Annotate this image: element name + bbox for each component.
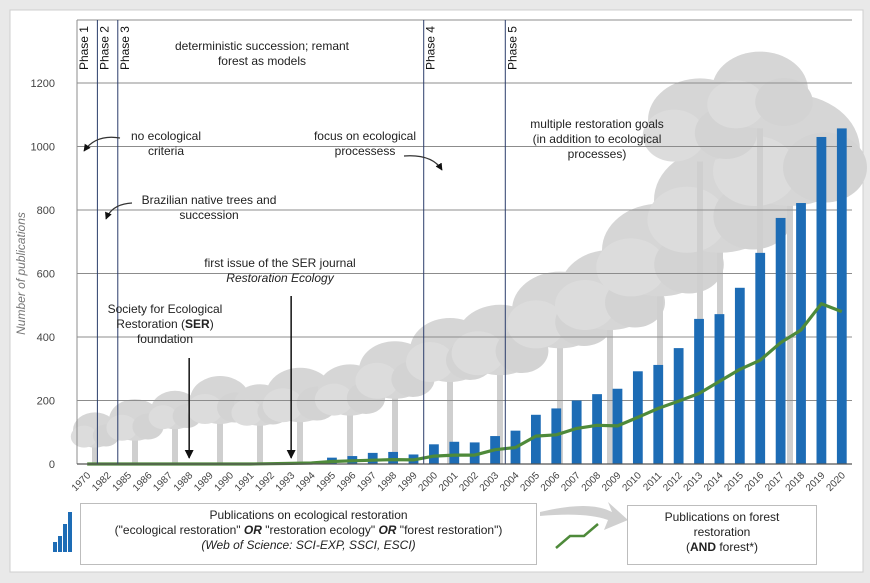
annotation-multiple: multiple restoration goals <box>530 117 663 131</box>
y-tick-label: 0 <box>49 459 55 471</box>
y-axis-label: Number of publications <box>14 212 28 335</box>
y-tick-label: 200 <box>37 396 55 408</box>
bar-chart-icon-bar <box>68 512 72 552</box>
bar <box>368 453 378 464</box>
legend-bars-query: ("ecological restoration" OR "restoratio… <box>81 523 536 538</box>
bar-chart-icon-bar <box>63 524 67 552</box>
annotation-ser-foundation-bold: SER <box>185 317 210 331</box>
bar <box>735 288 745 464</box>
annotation-no-criteria: criteria <box>148 144 184 158</box>
annotation-ser-journal: first issue of the SER journal <box>204 256 355 270</box>
annotation-phase3: deterministic succession; remant <box>175 39 350 53</box>
bar <box>429 444 439 464</box>
annotation-ser-foundation-part: ) <box>210 317 214 331</box>
legend-line-box: Publications on forest restoration (AND … <box>627 505 817 565</box>
phase-label: Phase 2 <box>97 26 111 70</box>
phase-label: Phase 3 <box>118 26 132 70</box>
bar <box>572 401 582 465</box>
legend-line-title2: restoration <box>628 525 816 540</box>
y-tick-label: 400 <box>37 332 55 344</box>
bar <box>715 314 725 464</box>
annotation-phase3: forest as models <box>218 54 306 68</box>
annotation-ser-foundation-part: Restoration ( <box>116 317 185 331</box>
bar <box>653 365 663 464</box>
bar <box>449 442 459 464</box>
annotation-ser-foundation: Society for Ecological <box>108 302 223 316</box>
annotation-ser-journal: Restoration Ecology <box>226 271 334 285</box>
y-tick-label: 800 <box>37 205 55 217</box>
phase-label: Phase 4 <box>424 26 438 70</box>
annotation-no-criteria: no ecological <box>131 129 201 143</box>
legend-bars-source: (Web of Science: SCI-EXP, SSCI, ESCI) <box>81 538 536 553</box>
legend-line-title: Publications on forest <box>628 510 816 525</box>
bar <box>592 394 602 464</box>
bar-chart-icon-bar <box>53 542 57 552</box>
y-tick-label: 600 <box>37 269 55 281</box>
phase-label: Phase 5 <box>505 26 519 70</box>
annotation-ser-foundation: foundation <box>137 332 193 346</box>
annotation-brazilian: Brazilian native trees and <box>142 193 277 207</box>
bar <box>837 128 847 464</box>
annotation-multiple: processes) <box>568 147 627 161</box>
bar <box>817 137 827 464</box>
legend-line-query: (AND forest*) <box>628 540 816 555</box>
y-tick-label: 1000 <box>31 142 55 154</box>
annotation-focus: focus on ecological <box>314 129 416 143</box>
legend-bars-title: Publications on ecological restoration <box>81 508 536 523</box>
y-tick-label: 1200 <box>31 78 55 90</box>
annotation-brazilian: succession <box>179 208 238 222</box>
annotation-focus: processess <box>335 144 396 158</box>
bar <box>388 452 398 464</box>
annotation-ser-foundation: Restoration (SER) <box>116 317 213 331</box>
legend-bars-box: Publications on ecological restoration (… <box>80 503 537 565</box>
bar-chart-icon-bar <box>58 536 62 552</box>
annotation-multiple: (in addition to ecological <box>533 132 662 146</box>
phase-label: Phase 1 <box>77 26 91 70</box>
bar <box>674 348 684 464</box>
tree-crown <box>755 78 813 126</box>
